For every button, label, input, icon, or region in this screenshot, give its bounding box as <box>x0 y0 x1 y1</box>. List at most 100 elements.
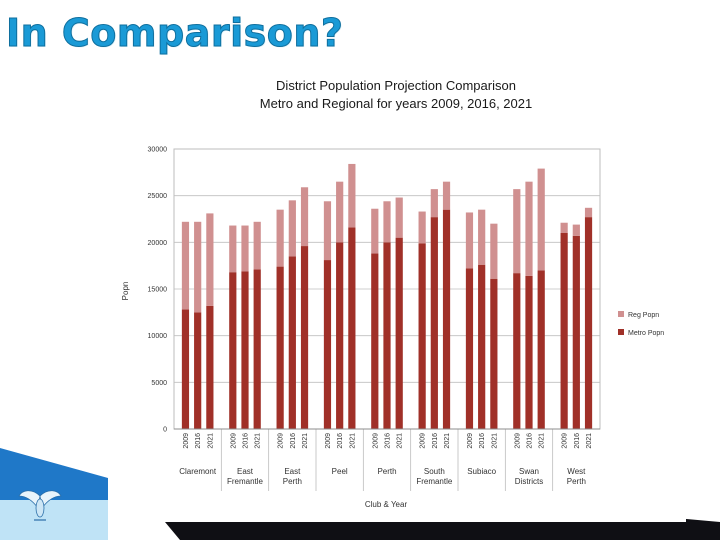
x-axis-label: Club & Year <box>365 500 408 509</box>
x-year-label: 2009 <box>325 433 332 449</box>
chart-title: District Population Projection Compariso… <box>276 78 516 93</box>
chart-area: District Population Projection Compariso… <box>108 70 686 522</box>
group-label: Claremont <box>179 467 217 476</box>
bar-regional <box>584 207 593 218</box>
bar-metro <box>513 273 521 429</box>
x-year-label: 2009 <box>514 433 521 449</box>
bar-regional <box>572 224 580 236</box>
bar-metro <box>395 237 403 429</box>
x-year-label: 2016 <box>385 433 392 449</box>
bar-regional <box>241 225 249 272</box>
x-year-label: 2021 <box>397 433 404 449</box>
bar-metro <box>418 243 426 429</box>
group-label: East Perth <box>283 467 302 486</box>
bar-metro <box>181 309 190 429</box>
bar-regional <box>430 189 438 218</box>
bar-regional <box>442 181 451 210</box>
bar-metro <box>300 246 309 429</box>
x-year-label: 2021 <box>255 433 262 449</box>
x-year-label: 2009 <box>562 433 569 449</box>
bar-regional <box>229 225 237 273</box>
bar-metro <box>194 312 202 429</box>
bar-regional <box>395 197 403 238</box>
bar-regional <box>418 211 426 244</box>
bar-regional <box>300 187 309 247</box>
group-label: Perth <box>377 467 396 476</box>
bar-regional <box>276 209 284 267</box>
bar-regional <box>478 209 486 265</box>
legend: Reg Popn Metro Popn <box>618 311 664 337</box>
bar-regional <box>490 223 498 279</box>
bar-metro <box>371 253 379 429</box>
x-year-label: 2016 <box>527 433 534 449</box>
x-year-label: 2016 <box>432 433 439 449</box>
x-year-label: 2009 <box>467 433 474 449</box>
y-tick-label: 15000 <box>148 287 168 294</box>
bar-metro <box>323 260 332 429</box>
x-year-label: 2016 <box>574 433 581 449</box>
bar-metro <box>253 269 261 429</box>
group-label: East Fremantle <box>227 467 264 486</box>
bar-metro <box>276 266 284 429</box>
bar-regional <box>288 200 296 257</box>
legend-swatch <box>618 329 624 335</box>
y-axis-label: Popn <box>121 282 130 301</box>
bar-regional <box>560 222 568 233</box>
group-label: South Fremantle <box>416 467 453 486</box>
x-year-label: 2016 <box>479 433 486 449</box>
bar-regional <box>253 221 261 270</box>
bar-metro <box>348 227 356 429</box>
x-year-label: 2016 <box>290 433 297 449</box>
bar-metro <box>442 209 451 429</box>
y-tick-label: 0 <box>163 427 167 434</box>
legend-label: Metro Popn <box>628 330 664 337</box>
plot-area: 0 5000 10000 15000 20000 25000 30000 2009 2016 20… <box>148 147 601 491</box>
legend-label: Reg Popn <box>628 312 659 319</box>
bar-metro <box>336 242 344 429</box>
bar-metro <box>430 217 438 429</box>
bar-metro <box>229 272 237 429</box>
bar-regional <box>513 189 521 274</box>
x-year-label: 2009 <box>183 433 190 449</box>
club-logo-icon <box>18 490 62 521</box>
bar-regional <box>181 221 190 310</box>
bar-metro <box>525 275 533 429</box>
bar-regional <box>206 213 214 306</box>
decor-light-band <box>0 500 108 540</box>
bar-metro <box>465 268 474 429</box>
x-year-label: 2009 <box>278 433 285 449</box>
y-tick-label: 25000 <box>148 193 168 200</box>
bar-metro <box>490 278 498 429</box>
bar-regional <box>537 168 545 271</box>
y-tick-label: 30000 <box>148 147 168 154</box>
bar-regional <box>323 201 332 261</box>
x-year-label: 2021 <box>539 433 546 449</box>
bar-regional <box>525 181 533 276</box>
population-chart: District Population Projection Compariso… <box>108 70 686 522</box>
x-year-label: 2009 <box>372 433 379 449</box>
legend-swatch <box>618 311 624 317</box>
slide-title: In Comparison? <box>5 11 344 55</box>
bar-metro <box>572 235 580 429</box>
bar-metro <box>206 305 214 429</box>
bar-metro <box>584 217 593 429</box>
bar-metro <box>560 233 568 429</box>
group-label: Swan Districts <box>515 467 543 486</box>
x-year-label: 2021 <box>586 433 593 449</box>
x-year-label: 2016 <box>243 433 250 449</box>
bar-regional <box>371 208 379 254</box>
x-year-label: 2016 <box>195 433 202 449</box>
y-tick-label: 10000 <box>148 333 168 340</box>
bar-regional <box>465 212 474 269</box>
bar-metro <box>288 256 296 429</box>
bar-metro <box>478 264 486 429</box>
y-tick-label: 20000 <box>148 240 168 247</box>
x-year-label: 2016 <box>337 433 344 449</box>
x-year-label: 2021 <box>207 433 214 449</box>
group-label: West Perth <box>567 467 586 486</box>
x-year-label: 2021 <box>491 433 498 449</box>
x-year-label: 2021 <box>302 433 309 449</box>
group-label: Peel <box>332 467 348 476</box>
chart-subtitle: Metro and Regional for years 2009, 2016,… <box>260 96 532 111</box>
bar-metro <box>241 271 249 429</box>
